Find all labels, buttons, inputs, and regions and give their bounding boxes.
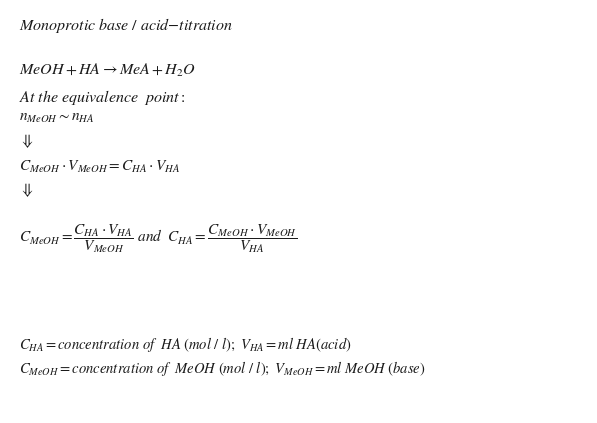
Text: $\mathit{At\ the\ equivalence\ \ point}\mathrm{:}$: $\mathit{At\ the\ equivalence\ \ point}\… [19,88,186,107]
Text: $\mathit{MeOH + HA \rightarrow MeA + H_2O}$: $\mathit{MeOH + HA \rightarrow MeA + H_2… [19,62,196,80]
Text: $\mathit{C}_{\mathit{HA}} = \mathit{concentration\ of\ \ HA\ (mol\ /\ l);\ V}_{\: $\mathit{C}_{\mathit{HA}} = \mathit{conc… [19,335,352,354]
Text: $\mathit{C}_{\mathit{MeOH}} \cdot \mathit{V}_{\mathit{MeOH}} = \mathit{C}_{\math: $\mathit{C}_{\mathit{MeOH}} \cdot \mathi… [19,159,181,175]
Text: $\Downarrow$: $\Downarrow$ [19,181,34,198]
Text: $\mathit{Monoprotic\ base\ /\ acid{-}titration}$: $\mathit{Monoprotic\ base\ /\ acid{-}tit… [19,16,233,35]
Text: $\mathit{C}_{\mathit{MeOH}} = \dfrac{\mathit{C}_{\mathit{HA}} \cdot \mathit{V}_{: $\mathit{C}_{\mathit{MeOH}} = \dfrac{\ma… [19,222,298,255]
Text: $\mathit{n}_{\mathit{MeOH}} \sim \mathit{n}_{\mathit{HA}}$: $\mathit{n}_{\mathit{MeOH}} \sim \mathit… [19,112,95,125]
Text: $\mathit{C}_{\mathit{MeOH}} = \mathit{concentration\ of\ \ MeOH\ (mol\ /\ l);\ V: $\mathit{C}_{\mathit{MeOH}} = \mathit{co… [19,360,426,379]
Text: $\Downarrow$: $\Downarrow$ [19,132,34,150]
